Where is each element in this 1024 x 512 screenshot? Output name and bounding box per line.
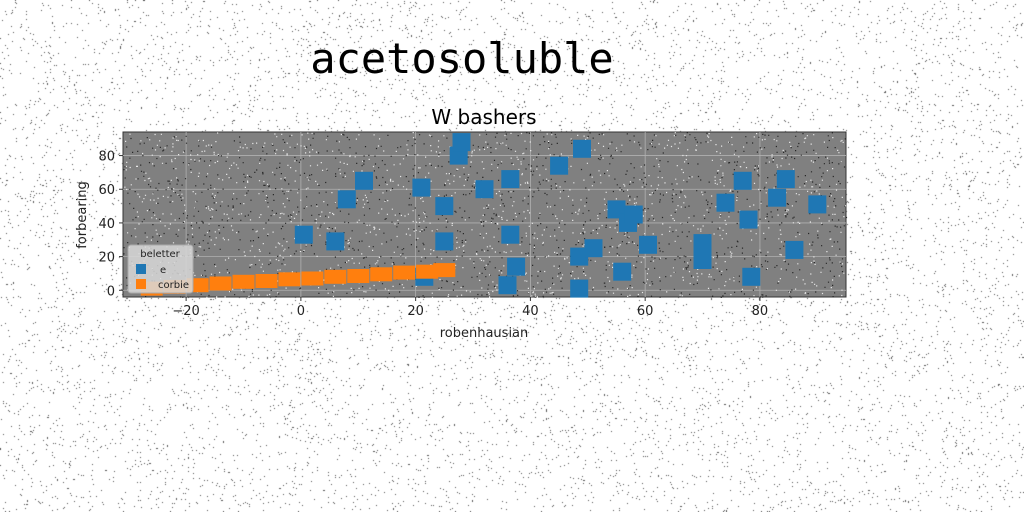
data-point-e: [501, 170, 520, 189]
data-point-e: [584, 239, 603, 258]
chart-title: W bashers: [431, 105, 536, 129]
data-point-e: [808, 195, 827, 214]
data-point-corbie: [347, 269, 370, 283]
x-tick-label: 40: [522, 304, 539, 319]
x-tick-label: 0: [297, 304, 305, 319]
y-tick-label: 60: [98, 183, 115, 198]
data-point-corbie: [232, 274, 255, 289]
data-point-e: [768, 188, 787, 207]
data-point-e: [294, 225, 313, 244]
data-point-e: [693, 251, 712, 269]
data-point-e: [739, 210, 758, 229]
data-point-e: [693, 234, 712, 253]
data-point-corbie: [209, 276, 232, 291]
legend-label-e: e: [160, 265, 166, 276]
data-point-corbie: [255, 274, 278, 288]
data-point-corbie: [433, 263, 456, 278]
data-point-corbie: [416, 264, 439, 279]
plot-noise: [123, 132, 848, 299]
legend-title: beletter: [140, 249, 180, 260]
legend-swatch-e: [136, 264, 146, 274]
page-title: acetosoluble: [310, 34, 614, 83]
data-point-e: [452, 133, 471, 152]
data-point-e: [501, 225, 520, 244]
data-point-e: [776, 170, 795, 189]
data-point-e: [573, 139, 591, 158]
data-point-e: [435, 232, 454, 251]
data-point-e: [639, 235, 657, 254]
data-point-corbie: [324, 269, 347, 284]
data-point-e: [742, 267, 761, 286]
data-point-e: [550, 156, 569, 175]
data-point-corbie: [393, 265, 416, 280]
data-point-e: [475, 180, 494, 199]
legend: beletter e corbie: [127, 244, 194, 294]
plot-speckles: [123, 132, 848, 298]
y-tick-label: 0: [107, 284, 115, 299]
data-point-corbie: [370, 267, 393, 282]
data-point-e: [613, 262, 632, 281]
y-tick-label: 80: [98, 150, 115, 165]
x-tick-label: 80: [752, 304, 769, 319]
data-point-e: [412, 178, 431, 197]
data-point-e: [507, 257, 526, 276]
x-axis-label: robenhausian: [440, 326, 529, 341]
data-point-e: [624, 205, 643, 224]
x-tick-label: 60: [637, 304, 654, 319]
data-point-e: [355, 171, 373, 190]
data-point-e: [498, 276, 517, 295]
data-point-e: [326, 232, 345, 251]
legend-label-corbie: corbie: [158, 280, 189, 291]
data-point-corbie: [278, 272, 301, 287]
y-axis-label: forbearing: [75, 181, 90, 249]
data-point-e: [435, 197, 454, 216]
x-tick-label: 20: [407, 304, 424, 319]
data-point-e: [733, 171, 752, 190]
data-point-e: [716, 193, 735, 212]
series-e: [294, 133, 827, 298]
x-tick-label: −20: [172, 304, 199, 319]
data-point-e: [337, 190, 356, 209]
y-axis-ticks: 0 20 40 60 80: [98, 150, 123, 299]
y-tick-label: 20: [98, 251, 115, 266]
data-point-e: [570, 247, 589, 266]
data-point-e: [570, 279, 589, 298]
legend-swatch-corbie: [136, 279, 146, 289]
y-tick-label: 40: [98, 217, 115, 232]
data-point-corbie: [301, 271, 324, 286]
data-point-e: [785, 240, 804, 259]
x-axis-ticks: −20 0 20 40 60 80: [172, 297, 768, 319]
